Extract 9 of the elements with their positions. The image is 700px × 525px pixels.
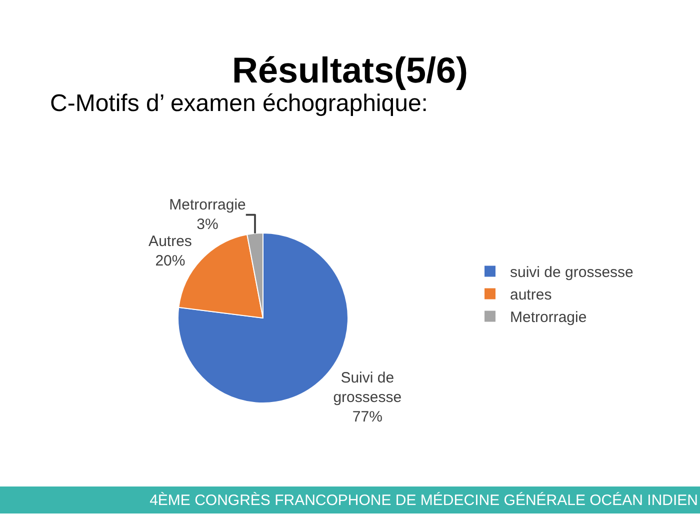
legend-label: Metrorragie [510,309,587,326]
chart-subtitle: C-Motifs d’ examen échographique: [50,90,428,117]
legend-label: autres [510,286,552,304]
chart-title: Résultats(5/6) [232,50,468,91]
text: 4ÈME CONGRÈS FRANCOPHONE DE MÉDECINE GÉNÉRALE OCÉAN INDIEN [150,491,698,509]
legend-label: suivi de grossesse [510,264,634,282]
data-label: Metrorragie 3% [169,196,246,234]
data-label: Autres 20% [148,233,192,270]
data-label: Suivi de grossesse 77% [333,370,402,426]
